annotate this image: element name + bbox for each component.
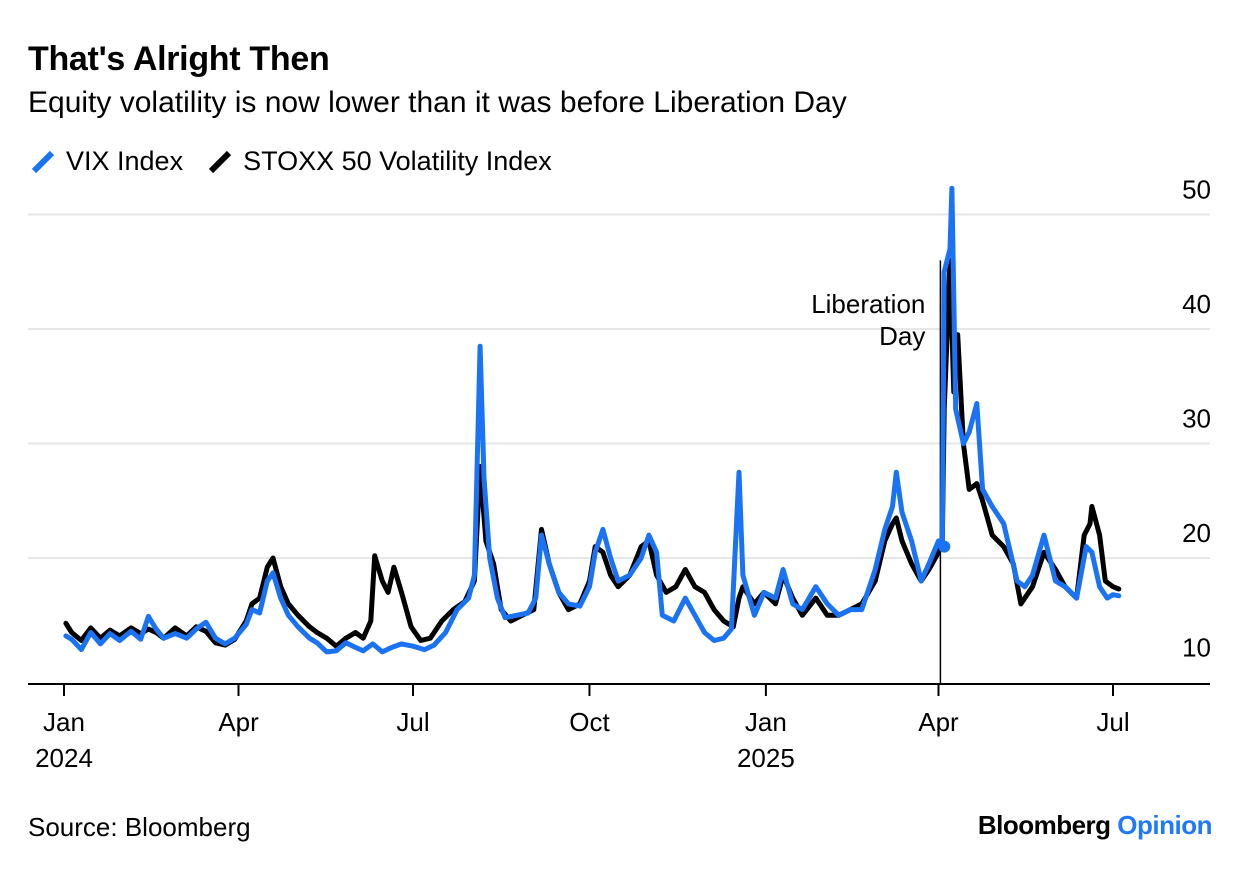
annotation-label-0-0: Liberation <box>811 289 925 319</box>
x-tick-year-4: 2025 <box>737 743 795 773</box>
legend-label-vix: VIX Index <box>66 146 184 176</box>
legend-item-vix: VIX Index <box>28 146 183 177</box>
series-layer <box>63 185 1122 655</box>
y-tick-label-30: 30 <box>1182 404 1211 434</box>
chart-subtitle: Equity volatility is now lower than it w… <box>28 86 847 119</box>
legend-item-stoxx: STOXX 50 Volatility Index <box>205 146 552 177</box>
y-tick-label-40: 40 <box>1182 289 1211 319</box>
vix-liberation-marker <box>938 540 951 553</box>
annotation-label-0-1: Day <box>879 321 925 351</box>
series-line-vix <box>63 185 1122 655</box>
brand-name: Bloomberg <box>977 810 1111 840</box>
legend-swatch-stoxx <box>208 150 232 173</box>
y-tick-label-50: 50 <box>1182 175 1211 205</box>
x-tick-label-3: Oct <box>569 707 610 737</box>
legend-swatch-vix <box>31 150 55 173</box>
x-tick-label-2: Jul <box>396 707 429 737</box>
brand-suffix: Opinion <box>1117 810 1212 840</box>
y-tick-label-10: 10 <box>1182 633 1211 663</box>
brand-logo: Bloomberg Opinion <box>977 810 1213 841</box>
source-note: Source: Bloomberg <box>28 812 251 842</box>
grid-layer <box>28 213 1210 560</box>
chart-title: That's Alright Then <box>28 40 330 78</box>
x-tick-label-5: Apr <box>918 707 959 737</box>
series-line-stoxx <box>63 257 1122 649</box>
legend-label-stoxx: STOXX 50 Volatility Index <box>243 146 552 176</box>
x-tick-year-0: 2024 <box>35 743 93 773</box>
legend: VIX Index STOXX 50 Volatility Index <box>28 146 574 177</box>
y-tick-label-20: 20 <box>1182 518 1211 548</box>
axis-layer: 10 20 30 40 50 Jan 2024 Apr Jul Oct Jan 2025 Apr Jul <box>28 175 1211 773</box>
x-tick-label-1: Apr <box>218 707 259 737</box>
x-tick-label-6: Jul <box>1096 707 1129 737</box>
x-tick-label-4: Jan <box>745 707 787 737</box>
x-tick-label-0: Jan <box>43 707 85 737</box>
